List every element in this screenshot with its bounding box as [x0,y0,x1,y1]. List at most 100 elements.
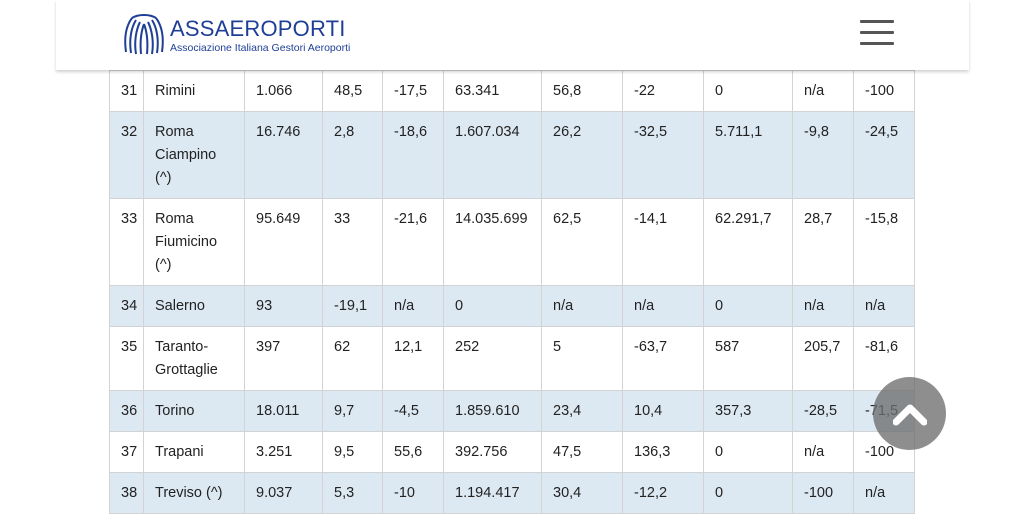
value-cell: 3.251 [244,431,323,473]
airport-name-cell: Torino [143,390,245,432]
value-cell: 1.607.034 [443,111,542,199]
value-cell: -12,2 [622,472,704,514]
table-row: 37 Trapani 3.251 9,5 55,6 392.756 47,5 136,3 0 n/… [109,431,915,473]
brand-name: ASSAEROPORTI [170,15,346,41]
value-cell: n/a [853,285,915,327]
value-cell: 9.037 [244,472,323,514]
table-row: 35 Taranto- Grottaglie 397 62 12,1 252 5 -63,7 5… [109,326,915,391]
row-index-cell: 34 [109,285,144,327]
value-cell: 18.011 [244,390,323,432]
value-cell: 28,7 [792,198,854,286]
value-cell: n/a [792,285,854,327]
table-row: 38 Treviso (^) 9.037 5,3 -10 1.194.417 30,4 -12… [109,472,915,514]
row-index-cell: 36 [109,390,144,432]
airport-name-cell: Salerno [143,285,245,327]
value-cell: n/a [853,472,915,514]
value-cell: -63,7 [622,326,704,391]
value-cell: -4,5 [382,390,444,432]
value-cell: 55,6 [382,431,444,473]
value-cell: 357,3 [703,390,793,432]
value-cell: 47,5 [541,431,623,473]
value-cell: -14,1 [622,198,704,286]
value-cell: 136,3 [622,431,704,473]
table-row: 33 Roma Fiumicino (^) 95.649 33 -21,6 14.035.… [109,198,915,286]
airport-traffic-table: 31 Rimini 1.066 48,5 -17,5 63.341 56,8 -22 0 n/a -… [109,70,915,514]
table-row: 31 Rimini 1.066 48,5 -17,5 63.341 56,8 -22 0 n/a -… [109,70,915,112]
value-cell: 23,4 [541,390,623,432]
value-cell: n/a [792,431,854,473]
value-cell: 2,8 [322,111,383,199]
site-header: ASSAEROPORTI Associazione Italiana Gesto… [56,0,969,70]
value-cell: 12,1 [382,326,444,391]
chevron-up-icon [892,404,927,425]
value-cell: n/a [792,70,854,112]
value-cell: -17,5 [382,70,444,112]
value-cell: 1.066 [244,70,323,112]
value-cell: 9,5 [322,431,383,473]
value-cell: 16.746 [244,111,323,199]
value-cell: -100 [853,70,915,112]
value-cell: 93 [244,285,323,327]
row-index-cell: 38 [109,472,144,514]
brand-logo[interactable]: ASSAEROPORTI Associazione Italiana Gesto… [122,12,350,58]
value-cell: n/a [541,285,623,327]
value-cell: -100 [792,472,854,514]
value-cell: 30,4 [541,472,623,514]
table-row: 32 Roma Ciampino (^) 16.746 2,8 -18,6 1.607.0… [109,111,915,199]
value-cell: 5 [541,326,623,391]
value-cell: 62 [322,326,383,391]
airport-name-cell: Taranto- Grottaglie [143,326,245,391]
value-cell: 1.859.610 [443,390,542,432]
table-row: 36 Torino 18.011 9,7 -4,5 1.859.610 23,4 10,4 35… [109,390,915,432]
value-cell: -19,1 [322,285,383,327]
value-cell: 95.649 [244,198,323,286]
airport-name-cell: Roma Fiumicino (^) [143,198,245,286]
value-cell: -10 [382,472,444,514]
airport-name-cell: Trapani [143,431,245,473]
value-cell: 5.711,1 [703,111,793,199]
value-cell: 392.756 [443,431,542,473]
value-cell: -32,5 [622,111,704,199]
row-index-cell: 32 [109,111,144,199]
value-cell: 48,5 [322,70,383,112]
value-cell: 0 [703,70,793,112]
value-cell: 33 [322,198,383,286]
value-cell: 62.291,7 [703,198,793,286]
value-cell: -22 [622,70,704,112]
value-cell: 0 [703,285,793,327]
value-cell: -9,8 [792,111,854,199]
row-index-cell: 33 [109,198,144,286]
table-body: 31 Rimini 1.066 48,5 -17,5 63.341 56,8 -22 0 n/a -… [109,70,915,514]
value-cell: 0 [443,285,542,327]
row-index-cell: 31 [109,70,144,112]
value-cell: n/a [382,285,444,327]
row-index-cell: 35 [109,326,144,391]
assaeroporti-logo-icon [124,14,164,55]
value-cell: 587 [703,326,793,391]
value-cell: 56,8 [541,70,623,112]
value-cell: -21,6 [382,198,444,286]
value-cell: 62,5 [541,198,623,286]
hamburger-menu-icon[interactable] [860,20,894,48]
value-cell: 205,7 [792,326,854,391]
scroll-to-top-button[interactable] [873,377,946,450]
value-cell: -15,8 [853,198,915,286]
airport-name-cell: Rimini [143,70,245,112]
value-cell: 14.035.699 [443,198,542,286]
brand-tagline: Associazione Italiana Gestori Aeroporti [170,41,351,54]
value-cell: 10,4 [622,390,704,432]
value-cell: 63.341 [443,70,542,112]
airport-name-cell: Treviso (^) [143,472,245,514]
value-cell: 252 [443,326,542,391]
value-cell: 0 [703,472,793,514]
value-cell: -24,5 [853,111,915,199]
value-cell: 26,2 [541,111,623,199]
value-cell: 5,3 [322,472,383,514]
value-cell: 397 [244,326,323,391]
value-cell: -28,5 [792,390,854,432]
airport-name-cell: Roma Ciampino (^) [143,111,245,199]
row-index-cell: 37 [109,431,144,473]
value-cell: 1.194.417 [443,472,542,514]
value-cell: 9,7 [322,390,383,432]
value-cell: 0 [703,431,793,473]
